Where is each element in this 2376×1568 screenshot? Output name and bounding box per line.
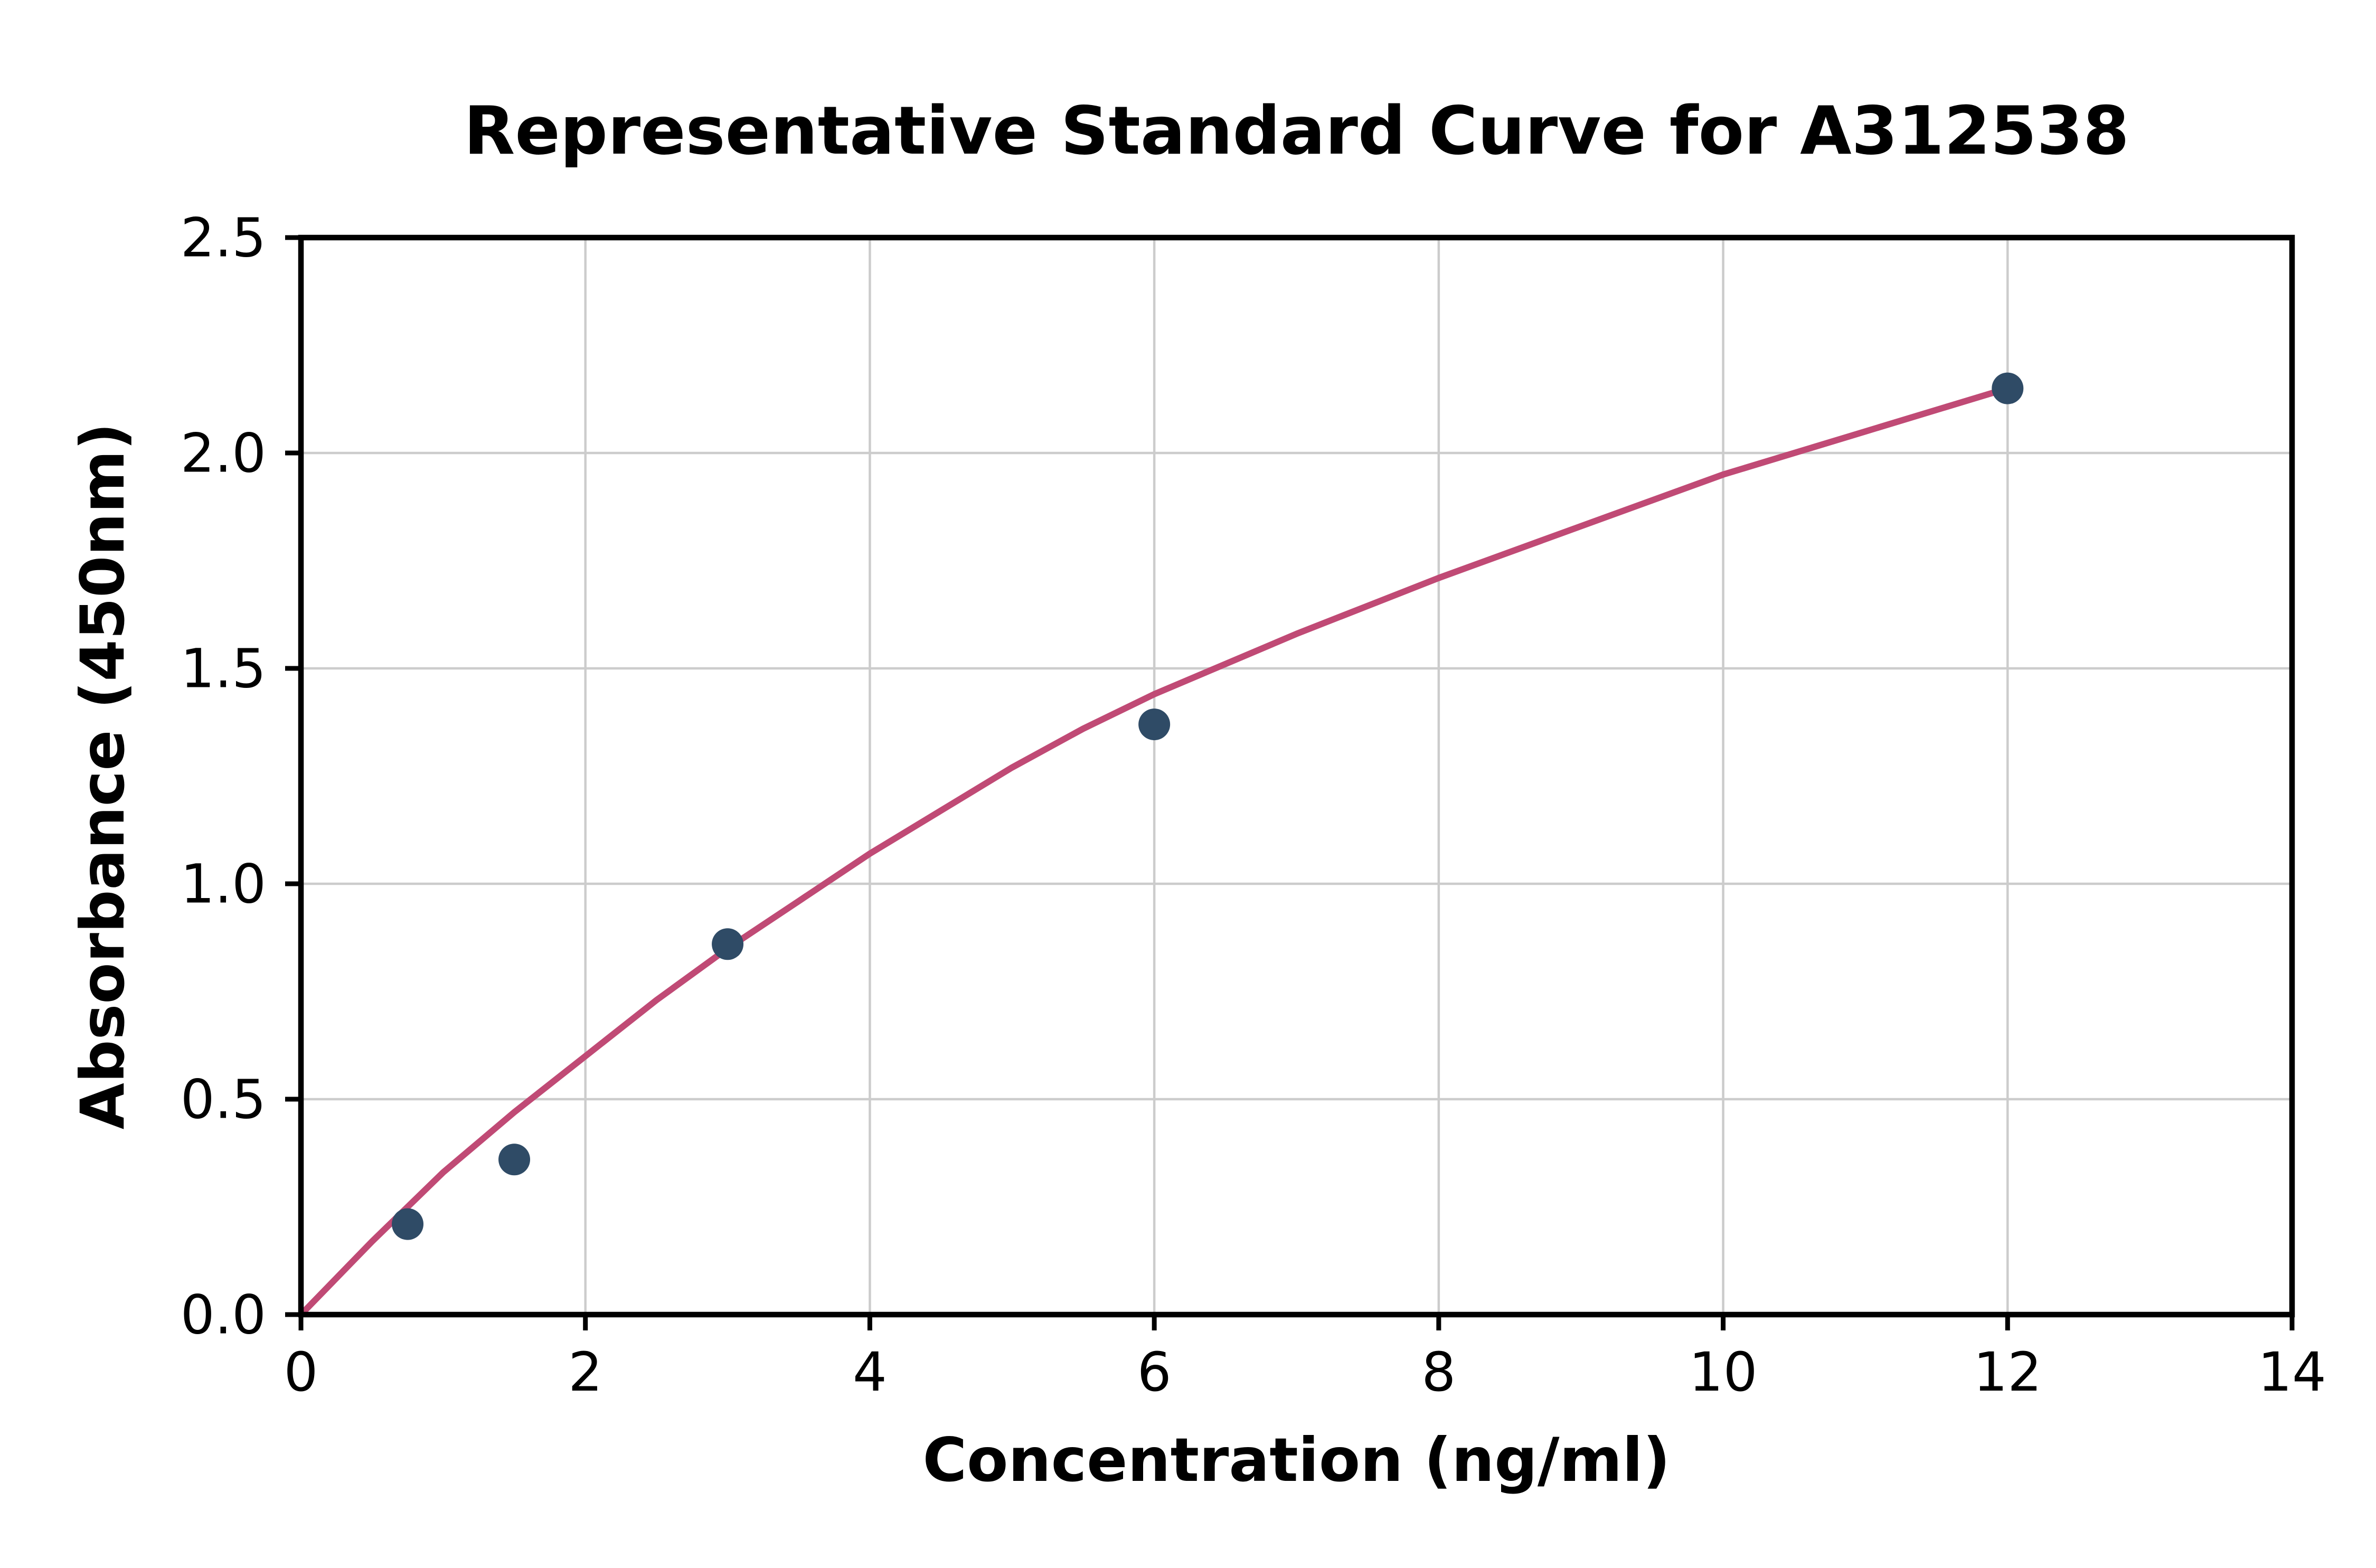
y-tick-label: 0.0 bbox=[181, 1284, 266, 1347]
data-point bbox=[392, 1208, 424, 1240]
chart-title: Representative Standard Curve for A31253… bbox=[464, 92, 2129, 169]
y-tick-label: 2.5 bbox=[181, 207, 266, 270]
data-point bbox=[1992, 372, 2024, 404]
y-tick-label: 2.0 bbox=[181, 422, 266, 485]
data-point bbox=[1138, 709, 1171, 741]
y-axis-label: Absorbance (450nm) bbox=[68, 423, 138, 1130]
data-point bbox=[498, 1144, 531, 1176]
x-tick-label: 12 bbox=[1973, 1341, 2042, 1404]
y-tick-label: 0.5 bbox=[181, 1069, 266, 1131]
x-tick-label: 2 bbox=[568, 1341, 602, 1404]
x-tick-label: 14 bbox=[2258, 1341, 2326, 1404]
y-tick-label: 1.0 bbox=[181, 853, 266, 916]
x-tick-label: 10 bbox=[1689, 1341, 1758, 1404]
x-tick-label: 4 bbox=[853, 1341, 887, 1404]
x-tick-label: 0 bbox=[284, 1341, 318, 1404]
trend-line bbox=[298, 385, 2011, 1318]
data-point bbox=[712, 928, 744, 960]
x-tick-label: 6 bbox=[1137, 1341, 1172, 1404]
y-tick-label: 1.5 bbox=[181, 638, 266, 701]
plot-border bbox=[298, 234, 2295, 1318]
x-tick-label: 8 bbox=[1421, 1341, 1456, 1404]
x-axis-label: Concentration (ng/ml) bbox=[922, 1425, 1670, 1495]
